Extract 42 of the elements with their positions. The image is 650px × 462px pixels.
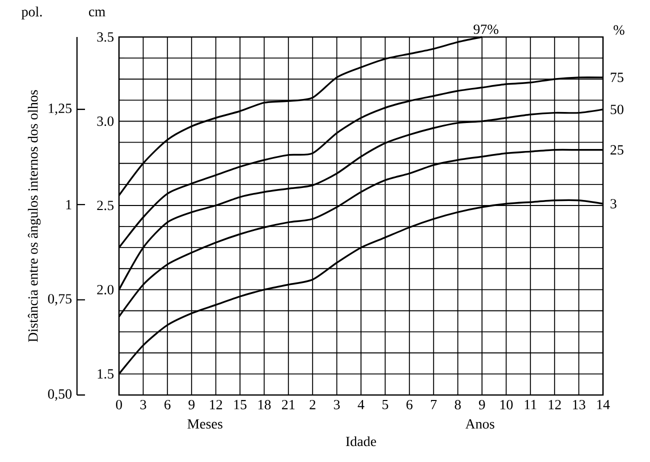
series-label: 97% xyxy=(474,24,498,34)
x-tick-label: 0 xyxy=(116,400,122,410)
series-label: 50 xyxy=(610,104,624,114)
x-tick-label: 4 xyxy=(358,400,364,410)
text: pol. xyxy=(22,6,42,20)
x-tick-label: 9 xyxy=(188,400,195,410)
text: Anos xyxy=(465,419,494,429)
y2-tick-label: 0,50 xyxy=(48,389,72,401)
x-tick-label: 3 xyxy=(140,400,146,410)
x-tick-label: 12 xyxy=(548,400,561,410)
x-tick-label: 12 xyxy=(210,400,222,410)
x-tick-label: 2 xyxy=(310,400,316,410)
x-axis-title: Idade xyxy=(346,436,376,446)
x-tick-label: 13 xyxy=(573,400,586,410)
x-tick-label: 21 xyxy=(282,400,295,410)
x-tick-label: 15 xyxy=(234,400,246,410)
text: % xyxy=(614,25,624,35)
x-tick-label: 10 xyxy=(500,400,513,410)
x-tick-label: 5 xyxy=(382,400,388,410)
x-tick-label: 14 xyxy=(597,400,610,410)
x-tick-label: 8 xyxy=(454,400,461,410)
y-tick-label: 2.5 xyxy=(97,200,114,210)
series-label: 75 xyxy=(610,72,624,82)
y-tick-label: 3.5 xyxy=(97,32,114,42)
x-tick-label: 6 xyxy=(164,400,170,410)
text: cm xyxy=(88,10,106,16)
series-label: 25 xyxy=(610,145,624,155)
x-tick-label: 9 xyxy=(478,400,485,410)
x-tick-label: 3 xyxy=(334,400,340,410)
x-tick-label: 18 xyxy=(258,400,271,410)
y2-axis-title: Distância entre os ângulos internos dos olhos xyxy=(28,90,41,342)
y-tick-label: 3.0 xyxy=(97,116,114,126)
x-tick-label: 11 xyxy=(524,400,536,410)
y-tick-label: 1.5 xyxy=(98,369,114,379)
x-tick-label: 6 xyxy=(406,400,412,410)
y2-tick-label: 1,25 xyxy=(48,104,72,116)
x-tick-label: 7 xyxy=(431,400,437,410)
y2-tick-label: 0,75 xyxy=(48,294,72,306)
y-tick-label: 2.0 xyxy=(97,284,114,294)
series-label: 3 xyxy=(610,199,616,208)
text: Meses xyxy=(188,419,222,429)
y2-tick-label: 1 xyxy=(66,200,72,210)
